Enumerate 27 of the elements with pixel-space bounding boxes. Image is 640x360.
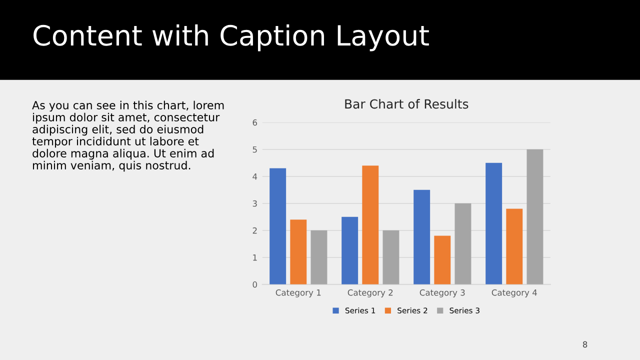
- bar: [342, 216, 358, 284]
- bar: [454, 203, 472, 284]
- bar: [506, 208, 523, 284]
- y-tick-label: 3: [252, 200, 257, 207]
- x-tick-label: Category 4: [492, 289, 537, 298]
- chart-title: Bar Chart of Results: [345, 99, 468, 109]
- y-tick-label: 5: [252, 146, 257, 153]
- bar: [270, 168, 286, 284]
- y-tick-label: 4: [252, 173, 258, 180]
- text: 8: [582, 341, 588, 348]
- bar: [290, 220, 307, 284]
- bar: [414, 190, 430, 284]
- x-tick-label: Category 1: [276, 289, 321, 298]
- y-tick-label: 6: [252, 119, 258, 126]
- bar: [310, 230, 328, 284]
- bar: [382, 230, 400, 284]
- x-tick-label: Category 3: [420, 289, 465, 298]
- y-tick-label: 0: [252, 281, 257, 288]
- text: As you can see in this chart, lorem ipsum dolor sit amet, consectetur adipiscing elit, sed do eiusmod tempor incididunt ut labore et dolore magna aliqua. Ut enim ad minim veniam, quis nostrud.: [32, 100, 224, 172]
- y-tick-label: 2: [252, 227, 257, 234]
- y-tick-label: 1: [253, 254, 257, 261]
- bar: [486, 162, 502, 284]
- x-tick-label: Category 2: [348, 289, 393, 298]
- bar: [526, 149, 544, 284]
- bar: [434, 236, 451, 284]
- text: Content with Caption Layout: [34, 24, 429, 52]
- bar: [362, 166, 379, 284]
